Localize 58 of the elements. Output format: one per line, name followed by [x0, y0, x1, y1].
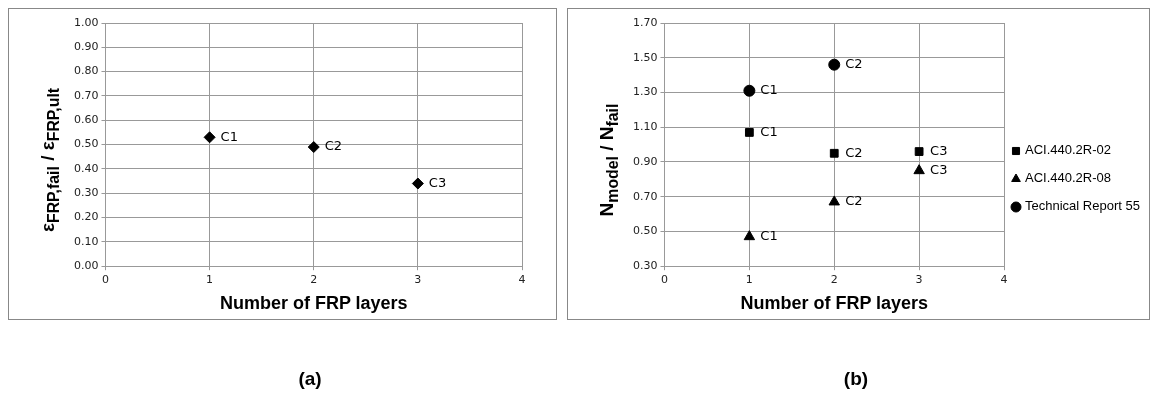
annotation: C3	[930, 162, 948, 178]
point	[914, 147, 924, 156]
annotation: C1	[220, 128, 238, 144]
legend-label: Technical Report 55	[1025, 198, 1140, 213]
x-tick-label: 1	[745, 272, 753, 286]
text: (b)	[843, 368, 869, 390]
y-tick-label: 0.50	[73, 137, 99, 151]
annotation: C2	[845, 144, 863, 160]
x-tick-label: 3	[915, 272, 923, 286]
point	[913, 164, 925, 175]
x-axis-title: Number of FRP layers	[740, 293, 929, 314]
annotation: C2	[845, 193, 863, 209]
y-tick-label: 1.70	[632, 15, 658, 29]
y-tick-label: 1.30	[632, 85, 658, 99]
x-tick-label: 0	[101, 272, 109, 286]
x-tick-label: 4	[518, 272, 526, 286]
annotation: C1	[760, 123, 778, 139]
y-tick-label: 0.70	[632, 189, 658, 203]
y-tick-label: 0.80	[73, 64, 99, 78]
annotation: C2	[324, 138, 343, 154]
point	[307, 141, 320, 154]
x-tick-label: 2	[830, 272, 838, 286]
x-tick-label: 3	[414, 272, 422, 286]
y-tick-label: 0.30	[632, 259, 658, 273]
y-tick-label: 0.00	[73, 259, 99, 273]
y-tick-label: 0.50	[632, 224, 658, 238]
annotation: C2	[845, 56, 863, 72]
annotation: C1	[760, 82, 778, 98]
y-tick-label: 0.30	[73, 186, 99, 200]
point	[203, 131, 216, 144]
y-tick-label: 1.00	[73, 15, 99, 29]
point	[411, 177, 424, 190]
x-axis-title: Number of FRP layers	[219, 293, 408, 314]
x-tick-label: 1	[206, 272, 214, 286]
y-tick-label: 1.50	[632, 50, 658, 64]
annotation: C3	[428, 174, 447, 190]
annotation: C1	[760, 228, 778, 244]
legend-label: ACI.440.2R-08	[1025, 170, 1111, 185]
point	[828, 195, 840, 206]
point	[743, 84, 756, 97]
annotation: C3	[930, 142, 948, 158]
y-tick-label: 0.70	[73, 88, 99, 102]
y-tick-label: 0.40	[73, 161, 99, 175]
point	[829, 148, 839, 158]
point	[743, 230, 756, 241]
x-tick-label: 2	[310, 272, 318, 286]
x-tick-label: 4	[1000, 272, 1008, 286]
y-tick-label: 1.10	[632, 120, 658, 134]
point	[744, 128, 754, 137]
x-tick-label: 0	[660, 272, 668, 286]
y-tick-label: 0.60	[73, 113, 99, 127]
legend-label: ACI.440.2R-02	[1025, 142, 1111, 157]
y-tick-label: 0.10	[73, 234, 99, 248]
y-tick-label: 0.90	[632, 154, 658, 168]
text: (a)	[298, 368, 322, 390]
y-tick-label: 0.90	[73, 40, 99, 54]
y-tick-label: 0.20	[73, 210, 99, 224]
point	[828, 58, 841, 71]
